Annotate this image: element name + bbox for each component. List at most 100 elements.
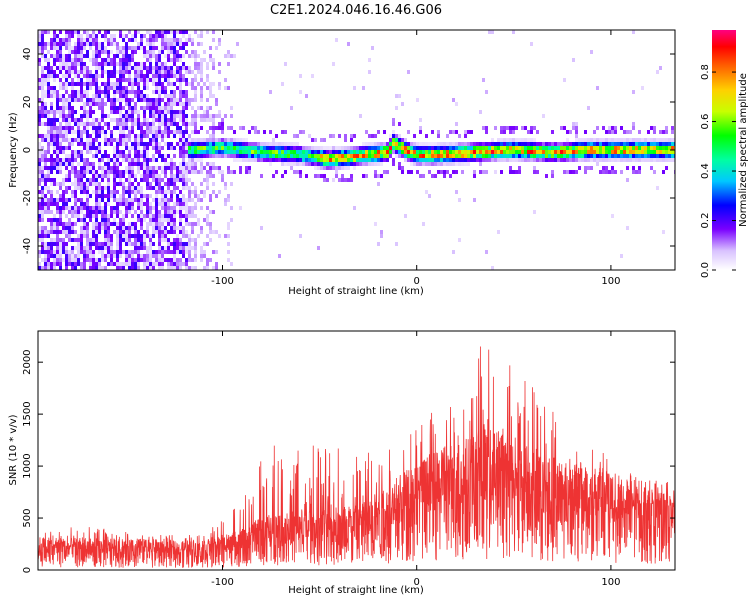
spectrogram-cell [56, 118, 59, 122]
spectrogram-cell [464, 146, 467, 150]
spectrogram-cell [86, 98, 89, 102]
spectrogram-cell [176, 142, 179, 146]
spectrogram-cell [155, 178, 158, 182]
spectrogram-cell [122, 74, 125, 78]
spectrogram-cell [473, 154, 476, 158]
spectrogram-cell [119, 226, 122, 230]
spectrogram-cell [194, 130, 197, 134]
spectrogram-cell [380, 150, 383, 154]
spectrogram-cell [368, 158, 371, 162]
spectrogram-cell [188, 150, 191, 154]
spectrogram-cell [158, 150, 161, 154]
spectrogram-cell [185, 266, 188, 270]
spectrogram-cell [602, 158, 605, 162]
spectrogram-cell [83, 94, 86, 98]
spectrogram-cell [59, 238, 62, 242]
spectrogram-cell [590, 146, 593, 150]
spectrogram-cell [170, 106, 173, 110]
spectrogram-cell [89, 194, 92, 198]
spectrogram-cell [41, 134, 44, 138]
spectrogram-cell [158, 114, 161, 118]
spectrogram-cell [104, 194, 107, 198]
spectrogram-cell [194, 158, 197, 162]
spectrogram-cell [467, 162, 470, 166]
spectrogram-cell [44, 206, 47, 210]
spectrogram-cell [356, 158, 359, 162]
spectrogram-cell [185, 234, 188, 238]
spectrogram-cell [305, 150, 308, 154]
spectrogram-cell [134, 258, 137, 262]
spectrogram-cell [230, 138, 233, 142]
spectrogram-cell [563, 170, 566, 174]
spectrogram-cell [455, 158, 458, 162]
spectrogram-cell [179, 70, 182, 74]
spectrogram-cell [98, 226, 101, 230]
spectrogram-cell [209, 106, 212, 110]
spectrogram-cell [206, 154, 209, 158]
spectrogram-cell [137, 234, 140, 238]
spectrogram-cell [113, 250, 116, 254]
spectrogram-cell [47, 234, 50, 238]
spectrogram-cell [77, 34, 80, 38]
spectrogram-cell [653, 154, 656, 158]
spectrogram-cell [113, 66, 116, 70]
spectrogram-cell [194, 202, 197, 206]
spectrogram-cell [182, 202, 185, 206]
spectrogram-cell [554, 154, 557, 158]
spectrogram-cell [299, 90, 302, 94]
spectrogram-cell [137, 74, 140, 78]
spectrogram-cell [212, 58, 215, 62]
spectrogram-cell [422, 162, 425, 166]
spectrogram-cell [104, 174, 107, 178]
spectrogram-cell [206, 234, 209, 238]
spectrogram-cell [119, 78, 122, 82]
spectrogram-cell [197, 54, 200, 58]
spectrogram-cell [149, 158, 152, 162]
spectrogram-cell [461, 170, 464, 174]
spectrogram-cell [152, 186, 155, 190]
spectrogram-cell [44, 138, 47, 142]
spectrogram-cell [146, 50, 149, 54]
spectrogram-cell [626, 158, 629, 162]
spectrogram-cell [194, 146, 197, 150]
spectrogram-cell [110, 62, 113, 66]
spectrogram-cell [293, 154, 296, 158]
spectrogram-cell [368, 150, 371, 154]
spectrogram-cell [317, 174, 320, 178]
spectrogram-cell [53, 218, 56, 222]
spectrogram-cell [188, 186, 191, 190]
spectrogram-cell [107, 222, 110, 226]
spectrogram-cell [74, 194, 77, 198]
spectrogram-cell [566, 146, 569, 150]
spectrogram-cell [92, 138, 95, 142]
spectrogram-cell [41, 146, 44, 150]
spectrogram-cell [104, 206, 107, 210]
spectrogram-cell [47, 94, 50, 98]
spectrogram-cell [260, 142, 263, 146]
spectrogram-cell [170, 118, 173, 122]
spectrogram-cell [509, 166, 512, 170]
spectrogram-cell [416, 142, 419, 146]
spectrogram-cell [419, 142, 422, 146]
spectrogram-cell [587, 158, 590, 162]
spectrogram-cell [80, 42, 83, 46]
spectrogram-cell [374, 142, 377, 146]
spectrogram-cell [503, 138, 506, 142]
spectrogram-cell [143, 82, 146, 86]
spectrogram-cell [572, 58, 575, 62]
spectrogram-cell [194, 194, 197, 198]
spectrogram-cell [179, 78, 182, 82]
spectrogram-cell [194, 162, 197, 166]
spectrogram-cell [632, 122, 635, 126]
spectrogram-cell [164, 30, 167, 34]
spectrogram-cell [401, 142, 404, 146]
spectrogram-cell [164, 78, 167, 82]
spectrogram-cell [164, 214, 167, 218]
spectrogram-cell [68, 66, 71, 70]
spectrogram-cell [86, 234, 89, 238]
spectrogram-cell [77, 254, 80, 258]
spectrogram-cell [134, 78, 137, 82]
snr-frame [37, 330, 676, 571]
spectrogram-cell [104, 122, 107, 126]
spectrogram-cell [437, 154, 440, 158]
